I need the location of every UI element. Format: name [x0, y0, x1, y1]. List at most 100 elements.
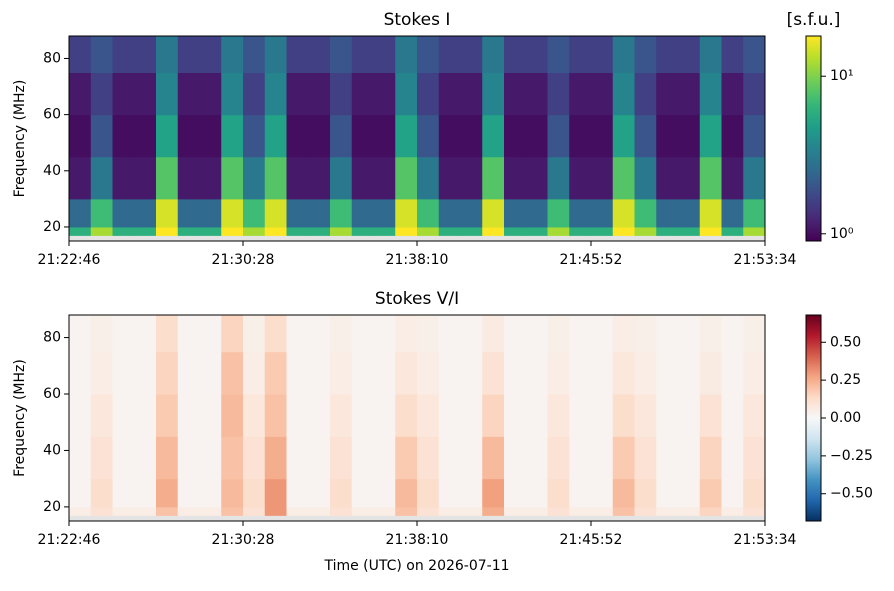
heatmap-cell	[395, 351, 418, 395]
heatmap-cell	[395, 436, 418, 480]
heatmap-cell	[134, 394, 157, 437]
heatmap-cell	[243, 36, 266, 74]
heatmap-cell	[699, 235, 722, 242]
heatmap-cell	[417, 226, 440, 236]
heatmap-cell	[482, 226, 505, 236]
heatmap-cell	[612, 235, 635, 242]
heatmap-cell	[743, 226, 766, 236]
heatmap-cell	[177, 515, 200, 522]
heatmap-cell	[395, 226, 418, 236]
heatmap-cell	[286, 114, 309, 158]
heatmap-cell	[90, 226, 113, 236]
heatmap-cell	[308, 351, 331, 395]
heatmap-cell	[286, 351, 309, 395]
heatmap-cell	[330, 36, 353, 74]
heatmap-cell	[330, 226, 353, 236]
heatmap-cell	[177, 235, 200, 242]
heatmap-cell	[678, 515, 701, 522]
heatmap-cell	[721, 506, 744, 516]
heatmap-cell	[634, 436, 657, 480]
heatmap-cell	[286, 515, 309, 522]
colorbar-tick-label: −0.25	[830, 448, 873, 464]
heatmap-cell	[460, 36, 483, 74]
x-tick-label: 21:30:28	[212, 252, 275, 268]
heatmap-cell	[743, 72, 766, 116]
heatmap-cell	[264, 114, 287, 158]
heatmap-cell	[177, 198, 200, 228]
heatmap-cell	[351, 436, 374, 480]
heatmap-cell	[525, 506, 548, 516]
heatmap-cell	[90, 515, 113, 522]
heatmap-cell	[743, 36, 766, 74]
heatmap-cell	[264, 198, 287, 228]
heatmap-cell	[678, 436, 701, 480]
heatmap-cell	[591, 114, 614, 158]
heatmap-cell	[438, 351, 461, 395]
heatmap-cell	[634, 156, 657, 200]
heatmap-cell	[199, 72, 222, 116]
heatmap-cell	[156, 394, 179, 437]
heatmap-cell	[243, 315, 266, 353]
heatmap-cell	[112, 72, 135, 116]
heatmap-cell	[634, 235, 657, 242]
heatmap-cell	[156, 156, 179, 200]
heatmap-cell	[721, 351, 744, 395]
heatmap-cell	[112, 198, 135, 228]
heatmap-cell	[351, 315, 374, 353]
heatmap-cell	[525, 36, 548, 74]
heatmap-cell	[308, 436, 331, 480]
heatmap-cell	[69, 156, 92, 200]
heatmap-cell	[330, 72, 353, 116]
heatmap-cell	[221, 394, 244, 437]
heatmap-cell	[221, 235, 244, 242]
heatmap-cell	[395, 114, 418, 158]
heatmap-cell	[525, 226, 548, 236]
heatmap-cell	[678, 351, 701, 395]
heatmap-cell	[199, 506, 222, 516]
heatmap-cell	[634, 315, 657, 353]
heatmap-cell	[438, 198, 461, 228]
heatmap-cell	[90, 114, 113, 158]
heatmap-cell	[264, 506, 287, 516]
heatmap-cell	[634, 478, 657, 508]
heatmap-cell	[591, 226, 614, 236]
heatmap-cell	[112, 36, 135, 74]
heatmap-cell	[743, 156, 766, 200]
x-tick-label: 21:53:34	[734, 532, 797, 548]
heatmap-cell	[591, 351, 614, 395]
heatmap-cell	[417, 315, 440, 353]
heatmap-cell	[221, 478, 244, 508]
heatmap-cell	[656, 36, 679, 74]
x-tick-label: 21:45:52	[560, 252, 623, 268]
heatmap-cell	[482, 515, 505, 522]
heatmap-cell	[69, 351, 92, 395]
heatmap-cell	[243, 114, 266, 158]
heatmap-cell	[699, 226, 722, 236]
heatmap-cell	[373, 198, 396, 228]
heatmap-cell	[286, 36, 309, 74]
heatmap-cell	[286, 226, 309, 236]
heatmap-cell	[264, 478, 287, 508]
heatmap-cell	[243, 478, 266, 508]
heatmap-cell	[308, 114, 331, 158]
heatmap-cell	[264, 315, 287, 353]
heatmap-cell	[373, 235, 396, 242]
heatmap-cell	[417, 198, 440, 228]
heatmap-cell	[482, 114, 505, 158]
heatmap-cell	[438, 315, 461, 353]
heatmap-cell	[373, 156, 396, 200]
y-tick-label: 60	[43, 386, 61, 402]
heatmap-cell	[177, 36, 200, 74]
heatmap-cell	[134, 226, 157, 236]
heatmap-cell	[721, 156, 744, 200]
heatmap-cell	[525, 198, 548, 228]
heatmap-cell	[547, 114, 570, 158]
heatmap-cell	[90, 72, 113, 116]
heatmap-cell	[482, 436, 505, 480]
heatmap-cell	[569, 114, 592, 158]
heatmap-cell	[90, 478, 113, 508]
heatmap-cell	[634, 36, 657, 74]
panel-title: Stokes I	[384, 10, 451, 30]
heatmap-cell	[504, 36, 527, 74]
